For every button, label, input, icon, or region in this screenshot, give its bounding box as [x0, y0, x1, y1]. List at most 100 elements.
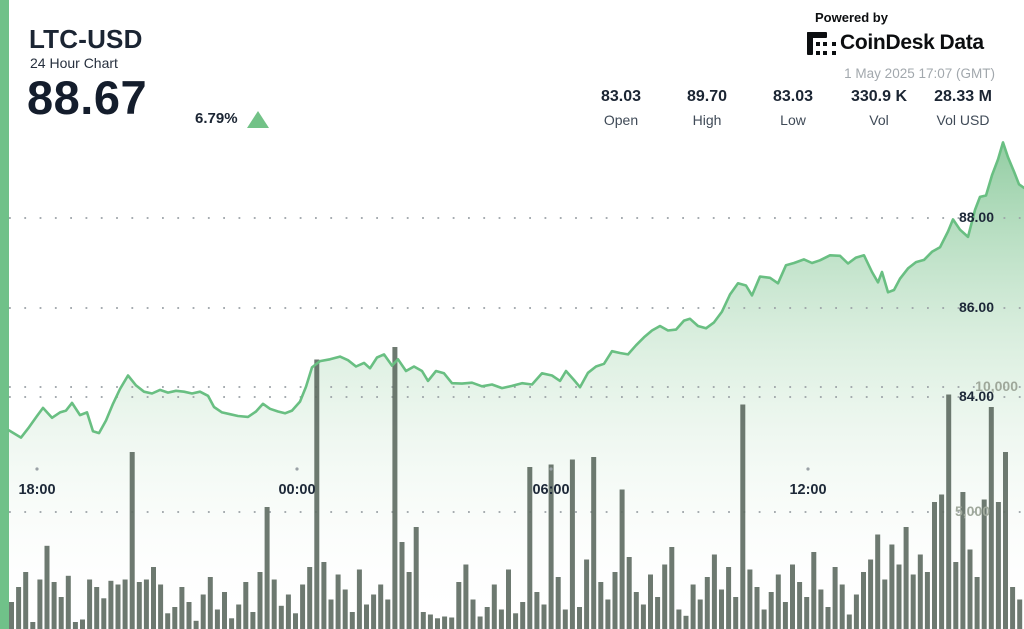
volume-bar [23, 572, 29, 629]
volume-bar [839, 584, 845, 629]
stat-low-label: Low [780, 112, 806, 128]
volume-bar [314, 359, 320, 629]
volume-bar [754, 587, 760, 629]
volume-bar [662, 564, 668, 629]
price-axis-label: 88.00 [958, 209, 994, 225]
volume-bar [555, 577, 561, 629]
volume-bar [484, 607, 490, 629]
volume-bar [136, 582, 142, 629]
volume-bar [704, 577, 710, 629]
volume-bar [214, 609, 220, 629]
x-axis-tick [806, 467, 810, 471]
gridlines [9, 217, 1024, 513]
volume-bar [612, 572, 618, 629]
volume-bar [832, 567, 838, 629]
volume-bar [946, 394, 952, 629]
stat-high-value: 89.70 [686, 88, 728, 105]
volume-bar [229, 618, 235, 629]
volume-bar [37, 579, 43, 629]
stat-low-value: 83.03 [772, 88, 814, 105]
volume-bar [300, 584, 306, 629]
stat-low: 83.03 Low [745, 88, 841, 128]
volume-bar [342, 589, 348, 629]
stat-high-label: High [692, 112, 722, 128]
volume-bar [463, 564, 469, 629]
volume-bar [903, 527, 909, 629]
volume-bar [87, 579, 93, 629]
volume-bar [974, 577, 980, 629]
volume-bar [385, 599, 391, 629]
volume-bar [264, 507, 270, 629]
stat-vol: 330.9 K Vol [831, 88, 927, 128]
volume-bar [825, 607, 831, 629]
volume-bar [967, 549, 973, 629]
price-change-percent: 6.79% [195, 110, 238, 127]
x-axis-tick [295, 467, 299, 471]
volume-bar [591, 457, 597, 629]
coindesk-logo: CoinDesk Data [807, 31, 997, 55]
volume-bar [953, 562, 959, 629]
current-price: 88.67 [27, 71, 148, 124]
volume-bar [413, 527, 419, 629]
volume-bar [569, 459, 575, 629]
stat-vol-label: Vol [869, 112, 889, 128]
volume-bar [995, 502, 1001, 629]
volume-bar [172, 607, 178, 629]
volume-bar [1017, 599, 1023, 629]
volume-bar [797, 582, 803, 629]
stat-vol-value: 330.9 K [850, 88, 908, 105]
volume-bar [811, 552, 817, 629]
volume-bar [889, 544, 895, 629]
accent-stripe [0, 0, 9, 629]
price-axis-label: 84.00 [958, 388, 994, 404]
volume-bar [200, 594, 206, 629]
volume-bar [804, 597, 810, 629]
volume-bar [917, 554, 923, 629]
chart-subtitle: 24 Hour Chart [30, 55, 118, 71]
volume-bar [548, 464, 554, 629]
volume-bar [222, 592, 227, 629]
volume-bar [655, 597, 661, 629]
x-axis-ticks [35, 467, 810, 471]
coindesk-branding: Powered by CoinDesk Data [807, 10, 997, 55]
price-line [7, 141, 1024, 439]
coindesk-logo-text: CoinDesk [840, 31, 935, 54]
volume-bar [527, 467, 533, 629]
volume-bar [541, 604, 547, 629]
volume-bar [250, 612, 256, 629]
volume-bar [726, 567, 732, 629]
volume-bar [285, 594, 291, 629]
volume-bar [9, 602, 14, 629]
volume-bar [435, 618, 440, 629]
volume-bar [1010, 587, 1016, 629]
volume-bar [605, 599, 611, 629]
volume-bar [626, 557, 632, 629]
volume-bar [669, 547, 675, 629]
volume-bar [406, 572, 412, 629]
volume-bar [65, 575, 71, 629]
stat-open-value: 83.03 [600, 88, 642, 105]
price-axis-label: 86.00 [958, 299, 994, 315]
volume-bar [158, 584, 164, 629]
volume-bar [392, 347, 398, 629]
volume-bar [378, 584, 384, 629]
volume-axis-label: 5,000 [954, 503, 990, 519]
volume-bar [477, 616, 483, 629]
x-axis-label: 18:00 [18, 482, 56, 498]
volume-bar [349, 612, 355, 629]
volume-bar [470, 599, 476, 629]
symbol-title: LTC-USD [29, 24, 143, 54]
volume-bar [640, 604, 646, 629]
volume-bar [321, 562, 327, 629]
volume-bar [498, 609, 504, 629]
volume-bar [534, 592, 540, 629]
volume-bar [129, 452, 135, 629]
stat-high: 89.70 High [659, 88, 755, 128]
volume-bar [143, 579, 149, 629]
volume-bar [747, 569, 753, 629]
volume-bar [427, 614, 433, 629]
volume-bar [896, 564, 902, 629]
volume-bar [44, 545, 50, 629]
volume-bar [442, 616, 448, 629]
